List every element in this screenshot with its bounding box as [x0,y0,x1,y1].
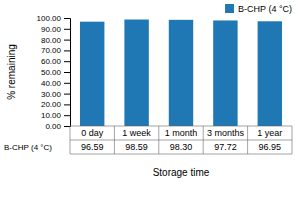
y-tick-label: 0.00 [45,122,61,131]
y-tick: 0.00 [45,122,70,131]
y-tick-label: 30.00 [41,90,62,99]
data-label: 97.72 [214,142,237,152]
y-axis: 0.00 10.00 20.0030.00 40.00 50.00 60.00 70.008… [37,14,71,131]
chart: 0.00 10.00 20.0030.00 40.00 50.00 60.00 70.008… [0,0,300,200]
table-border [70,140,292,141]
y-tick-mark [64,115,70,116]
y-tick-mark [64,29,70,30]
bar [258,21,282,126]
y-tick-label: 70.00 [41,46,62,55]
table-border [292,126,293,154]
y-tick-mark [64,50,70,51]
y-tick: 50.00 [41,68,70,77]
table-row-label: B-CHP (4 °C) [4,143,52,152]
y-tick-label: 60.00 [41,57,62,66]
category-label: 0 day [81,128,104,138]
bar [169,20,193,126]
table-border [247,126,248,154]
y-tick: 20.00 [41,100,70,109]
y-tick-mark [64,61,70,62]
table-border [70,126,71,154]
y-tick-label: 40.00 [41,79,62,88]
data-label: 98.30 [170,142,193,152]
table-border [203,126,204,154]
y-tick-label: 90.00 [41,25,62,34]
table-border [70,126,292,127]
x-axis-title: Storage time [153,167,210,178]
y-tick-mark [64,126,70,127]
table: 0 day 1 week 1 month 3 months 1 year 96.59 98.… [4,126,292,154]
bar [124,20,148,126]
y-tick: 60.00 [41,57,70,66]
y-tick-mark [64,104,70,105]
y-tick: 70.00 [41,46,70,55]
y-tick-mark [64,83,70,84]
legend-label: B-CHP (4 °C) [238,4,292,14]
y-tick: 90.00 [41,25,70,34]
y-tick: 80.00 [41,36,70,45]
category-label: 1 week [122,128,151,138]
y-axis-line [64,19,71,127]
y-tick: 30.00 [41,90,70,99]
category-label: 1 month [165,128,198,138]
category-label: 3 months [207,128,245,138]
y-tick-mark [64,40,70,41]
y-tick: 10.00 [41,111,70,120]
data-label: 96.59 [81,142,104,152]
y-tick: 100.00 [37,14,70,23]
y-tick: 40.00 [41,79,70,88]
y-tick-label: 100.00 [37,14,62,23]
y-tick-mark [64,18,70,19]
y-tick-label: 20.00 [41,100,62,109]
bar [213,20,237,126]
legend-swatch [225,4,234,13]
data-label: 98.59 [125,142,148,152]
y-tick-label: 50.00 [41,68,62,77]
table-border [114,126,115,154]
legend: B-CHP (4 °C) [225,4,292,14]
y-tick-mark [64,72,70,73]
table-border [70,154,292,155]
bar [80,22,104,126]
category-label: 1 year [257,128,282,138]
y-axis-title: % remaining [6,44,17,100]
y-tick-mark [64,94,70,95]
data-label: 96.95 [259,142,282,152]
table-border [158,126,159,154]
y-tick-label: 80.00 [41,36,62,45]
y-tick-label: 10.00 [41,111,62,120]
bars [80,20,282,126]
